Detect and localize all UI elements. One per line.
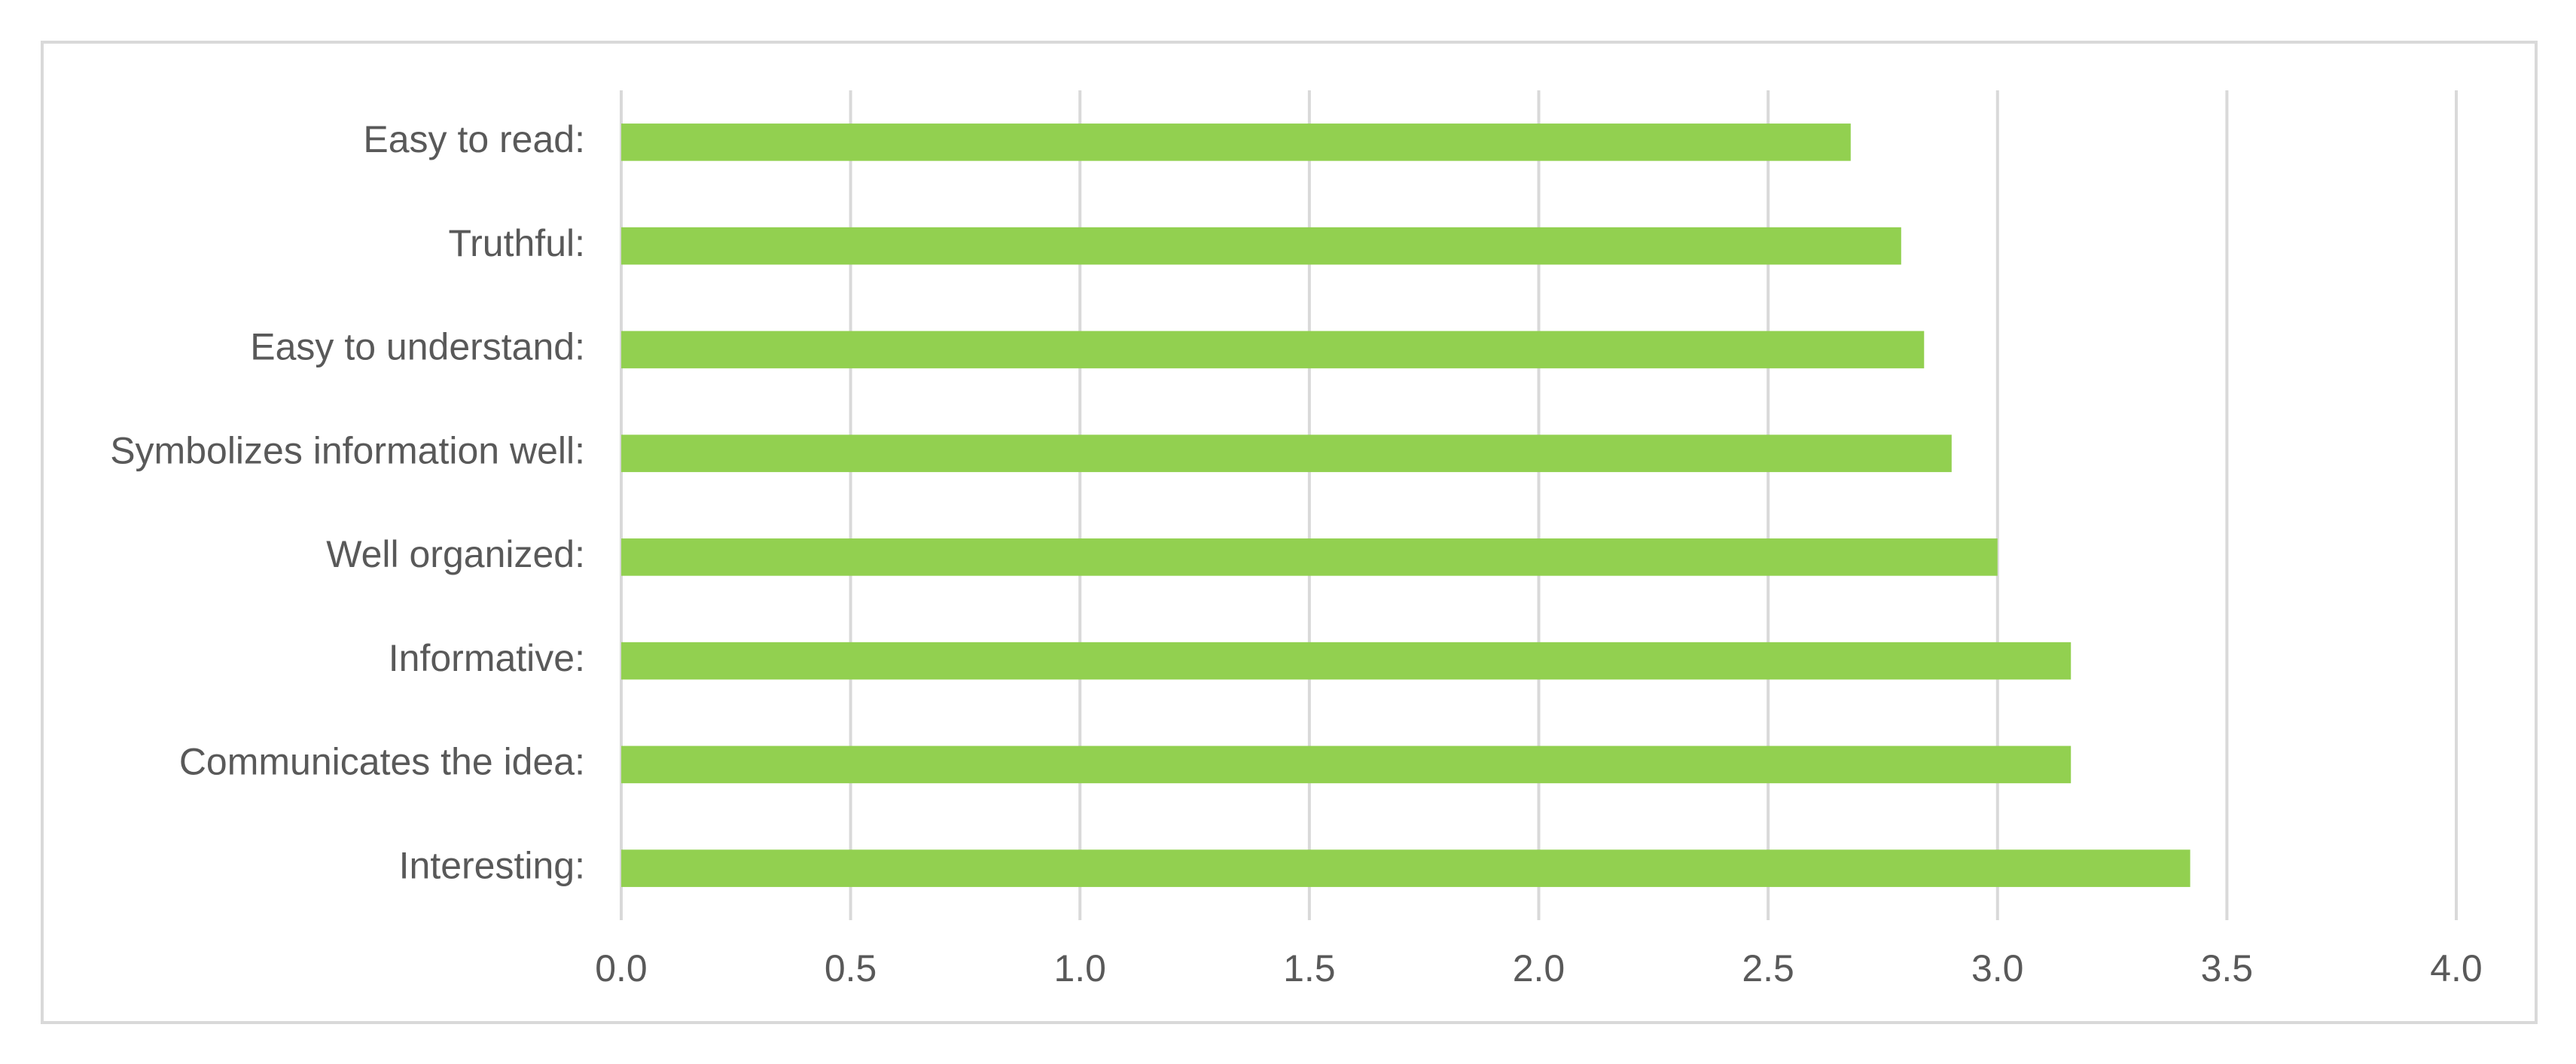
y-tick-label: Well organized: [326,533,585,575]
bar [621,538,1998,576]
x-tick-label: 0.0 [595,947,648,989]
y-tick-label: Easy to understand: [250,326,585,368]
y-tick-label: Communicates the idea: [179,741,585,783]
x-tick-label: 1.5 [1283,947,1336,989]
x-tick-label: 1.0 [1053,947,1106,989]
y-tick-label: Interesting: [399,844,585,886]
x-tick-label: 4.0 [2430,947,2483,989]
y-tick-label: Truthful: [448,222,585,264]
bar [621,123,1851,161]
x-tick-label: 2.0 [1513,947,1565,989]
x-tick-label: 2.5 [1742,947,1794,989]
bar [621,227,1901,265]
y-tick-label: Informative: [389,637,585,679]
bar [621,434,1952,472]
bar [621,745,2071,784]
bar [621,642,2071,680]
y-tick-label: Symbolizes information well: [110,429,585,471]
x-tick-label: 0.5 [825,947,877,989]
bar [621,331,1925,369]
x-tick-label: 3.0 [1971,947,2024,989]
x-tick-label: 3.5 [2201,947,2254,989]
bar [621,849,2190,887]
y-tick-label: Easy to read: [363,118,585,160]
